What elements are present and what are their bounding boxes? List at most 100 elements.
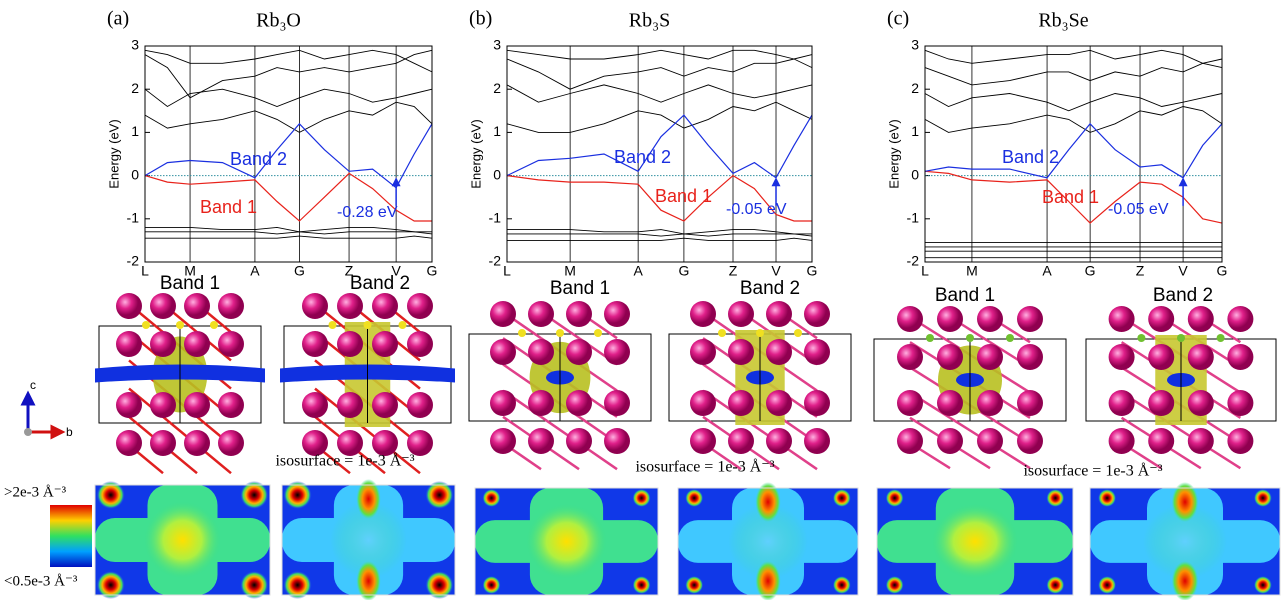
- plot-frame: [144, 45, 433, 263]
- anion-atom: [966, 334, 974, 342]
- y-tick-label: 0: [493, 166, 501, 182]
- map-frame: [94, 484, 271, 596]
- axes-icon: c b: [20, 378, 73, 440]
- map-center: [931, 504, 1019, 579]
- anion-atom: [1006, 334, 1014, 342]
- x-tick-label: Z: [345, 263, 354, 279]
- map-frame: [677, 487, 859, 596]
- crystal-structure: [95, 293, 265, 475]
- band-line: [924, 49, 1223, 69]
- bond: [702, 363, 742, 392]
- x-tick-label: G: [807, 263, 818, 279]
- crystal-structure: [668, 301, 852, 471]
- band-line: [144, 101, 433, 133]
- structure-label: Band 1: [550, 278, 610, 299]
- y-tick-label: -1: [127, 210, 140, 226]
- axis-b-label: b: [66, 425, 73, 439]
- density-map: [1089, 482, 1281, 600]
- rb-atom: [566, 339, 592, 365]
- rb-atom: [1108, 390, 1135, 416]
- bond: [778, 363, 818, 392]
- chart-title: Rb₃O: [256, 10, 301, 32]
- rb-atom: [150, 293, 176, 319]
- gap-annotation: -0.05 eV: [1108, 201, 1169, 218]
- y-axis-label: Energy (eV): [106, 119, 121, 188]
- rb-atom: [1227, 428, 1254, 454]
- map-hot: [832, 489, 851, 507]
- rb-atom: [184, 331, 210, 357]
- rb-atom: [728, 390, 754, 416]
- map-hot: [482, 576, 501, 594]
- y-tick-label: -2: [127, 253, 140, 269]
- rb-atom: [728, 428, 754, 454]
- map-center: [1143, 504, 1227, 579]
- rb-atom: [407, 430, 433, 456]
- anion-atom: [718, 329, 726, 337]
- y-tick-label: 3: [493, 37, 501, 53]
- anion-atom: [518, 329, 526, 337]
- rb-atom: [1187, 306, 1214, 332]
- anion-atom: [794, 329, 802, 337]
- y-tick-label: 1: [911, 123, 919, 139]
- anion-atom: [1137, 334, 1146, 342]
- map-hot: [356, 561, 381, 600]
- band-line: [144, 49, 433, 73]
- y-tick-label: 2: [911, 80, 919, 96]
- x-tick-label: L: [141, 263, 149, 279]
- crystal-structure: [280, 293, 455, 475]
- rb-atom: [337, 392, 363, 418]
- rb-atom: [897, 428, 923, 454]
- map-hot: [482, 489, 501, 507]
- rb-atom: [1108, 306, 1135, 332]
- anion-atom: [1216, 334, 1225, 342]
- rb-atom: [1148, 428, 1175, 454]
- band-line-highlight: [924, 122, 1223, 179]
- anion-atom: [556, 329, 564, 337]
- x-tick-label: Z: [729, 263, 738, 279]
- band-2-label: Band 2: [230, 149, 287, 169]
- y-tick-label: -2: [489, 253, 502, 269]
- band-1-label: Band 1: [655, 186, 712, 206]
- anion-atom: [594, 329, 602, 337]
- structure-label: Band 1: [160, 273, 220, 294]
- map-hot: [425, 481, 454, 509]
- rb-atom: [690, 339, 716, 365]
- map-hot: [1098, 576, 1117, 594]
- colorbar-min: <0.5e-3 Å⁻³: [4, 573, 78, 589]
- panel-label: (c): [887, 8, 909, 30]
- rb-atom: [566, 301, 592, 327]
- rb-atom: [372, 430, 398, 456]
- rb-atom: [1148, 390, 1175, 416]
- rb-atom: [937, 344, 963, 370]
- chart-title: Rb₃Se: [1038, 10, 1088, 32]
- anion-atom: [328, 321, 337, 329]
- band-1-label: Band 1: [200, 197, 257, 217]
- rb-atom: [150, 331, 176, 357]
- y-tick-label: 3: [131, 37, 139, 53]
- map-hot: [685, 576, 704, 594]
- rb-atom: [1108, 344, 1135, 370]
- y-tick-label: 2: [131, 80, 139, 96]
- rb-atom: [528, 339, 554, 365]
- rb-atom: [728, 301, 754, 327]
- axis-c-label: c: [30, 378, 36, 392]
- rb-atom: [490, 390, 516, 416]
- map-hot: [885, 489, 904, 507]
- y-axis-label: Energy (eV): [886, 119, 901, 188]
- x-tick-label: G: [294, 263, 305, 279]
- structure-label: Band 2: [740, 278, 800, 299]
- rb-atom: [337, 430, 363, 456]
- rb-atom: [218, 293, 244, 319]
- x-tick-label: M: [966, 263, 978, 279]
- rb-atom: [218, 392, 244, 418]
- rb-atom: [977, 306, 1003, 332]
- map-hot: [356, 479, 381, 519]
- rb-atom: [1017, 306, 1043, 332]
- rb-atom: [604, 339, 630, 365]
- rb-atom: [1017, 344, 1043, 370]
- rb-atom: [766, 428, 792, 454]
- map-hot: [96, 481, 125, 509]
- panel-label: (a): [107, 8, 129, 30]
- plot-frame: [924, 45, 1223, 263]
